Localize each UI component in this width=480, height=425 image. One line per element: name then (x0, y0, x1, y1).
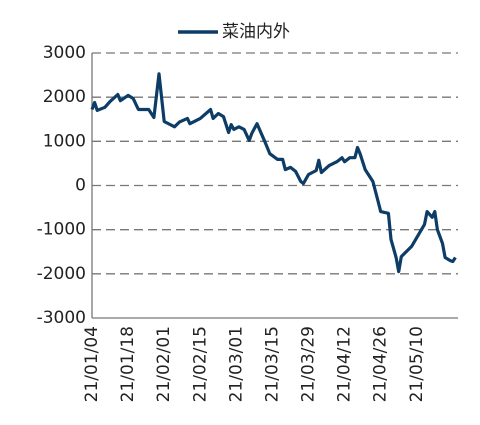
y-tick-label: -1000 (37, 220, 86, 240)
x-tick-label: 21/05/10 (407, 326, 427, 402)
x-tick-label: 21/02/15 (190, 326, 210, 402)
data-line (90, 72, 457, 274)
x-tick-label: 21/01/18 (118, 326, 138, 402)
y-tick-label: 3000 (43, 43, 86, 63)
x-tick-label: 21/01/04 (82, 326, 102, 402)
y-tick-label: 0 (75, 176, 86, 196)
x-tick-label: 21/04/12 (335, 326, 355, 402)
x-tick-label: 21/03/01 (226, 326, 246, 402)
x-tick-label: 21/03/29 (299, 326, 319, 402)
legend-label: 菜油内外 (222, 22, 290, 42)
y-tick-label: 1000 (43, 131, 86, 151)
x-tick-label: 21/03/15 (262, 326, 282, 402)
y-tick-label: -2000 (37, 264, 86, 284)
y-tick-label: -3000 (37, 308, 86, 328)
x-tick-label: 21/02/01 (154, 326, 174, 402)
x-tick-label: 21/04/26 (371, 326, 391, 402)
y-tick-label: 2000 (43, 87, 86, 107)
